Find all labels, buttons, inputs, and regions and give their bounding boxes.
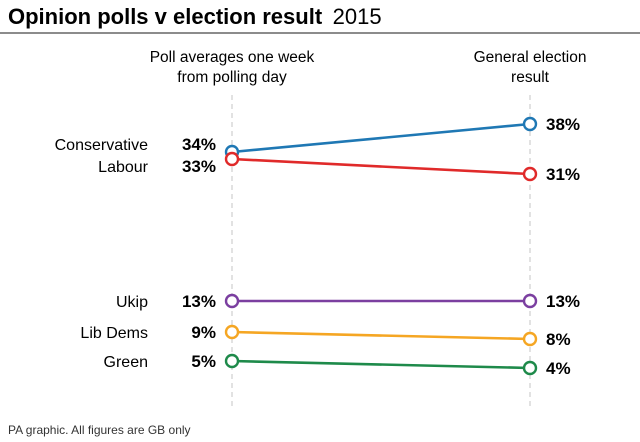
data-point — [522, 331, 538, 347]
chart-title-year: 2015 — [333, 4, 382, 29]
series-name-label: Labour — [98, 159, 148, 176]
series-group: Conservative 34% 38% Labour 33% 31% Ukip 13% 13%… — [55, 115, 580, 378]
series-line — [231, 359, 531, 370]
data-point — [224, 353, 240, 369]
value-label-result: 8% — [546, 330, 571, 349]
series-line — [231, 330, 531, 341]
value-label-result: 38% — [546, 115, 580, 134]
data-point — [522, 166, 538, 182]
footnote: PA graphic. All figures are GB only — [8, 423, 191, 437]
series-labour: Labour 33% 31% — [98, 151, 580, 184]
series-name-label: Ukip — [116, 294, 148, 311]
data-point — [522, 293, 538, 309]
series-name-label: Lib Dems — [80, 325, 148, 342]
series-conservative: Conservative 34% 38% — [55, 115, 580, 160]
data-point — [522, 360, 538, 376]
series-name-label: Green — [104, 354, 148, 371]
data-point — [224, 324, 240, 340]
column-header-0-line-1: from polling day — [177, 69, 287, 86]
series-ukip: Ukip 13% 13% — [116, 292, 580, 311]
series-name-label: Conservative — [55, 137, 148, 154]
value-label-poll: 13% — [182, 292, 216, 311]
chart-title-text: Opinion polls v election result — [8, 4, 323, 29]
series-lib-dems: Lib Dems 9% 8% — [80, 323, 570, 349]
value-label-result: 13% — [546, 292, 580, 311]
value-label-result: 31% — [546, 165, 580, 184]
column-header-1-line-0: General election — [474, 49, 587, 66]
column-headers: Poll averages one week from polling day Ge… — [150, 49, 587, 86]
value-label-result: 4% — [546, 359, 571, 378]
value-label-poll: 5% — [191, 352, 216, 371]
column-header-1-line-1: result — [511, 69, 550, 86]
data-point — [224, 293, 240, 309]
value-label-poll: 33% — [182, 157, 216, 176]
chart-title: Opinion polls v election result 2015 — [8, 4, 382, 29]
value-label-poll: 34% — [182, 135, 216, 154]
series-green: Green 5% 4% — [104, 352, 571, 378]
series-line — [231, 157, 531, 176]
column-header-0-line-0: Poll averages one week — [150, 49, 315, 66]
value-label-poll: 9% — [191, 323, 216, 342]
series-line — [231, 122, 531, 154]
data-point — [522, 116, 538, 132]
data-point — [224, 151, 240, 167]
